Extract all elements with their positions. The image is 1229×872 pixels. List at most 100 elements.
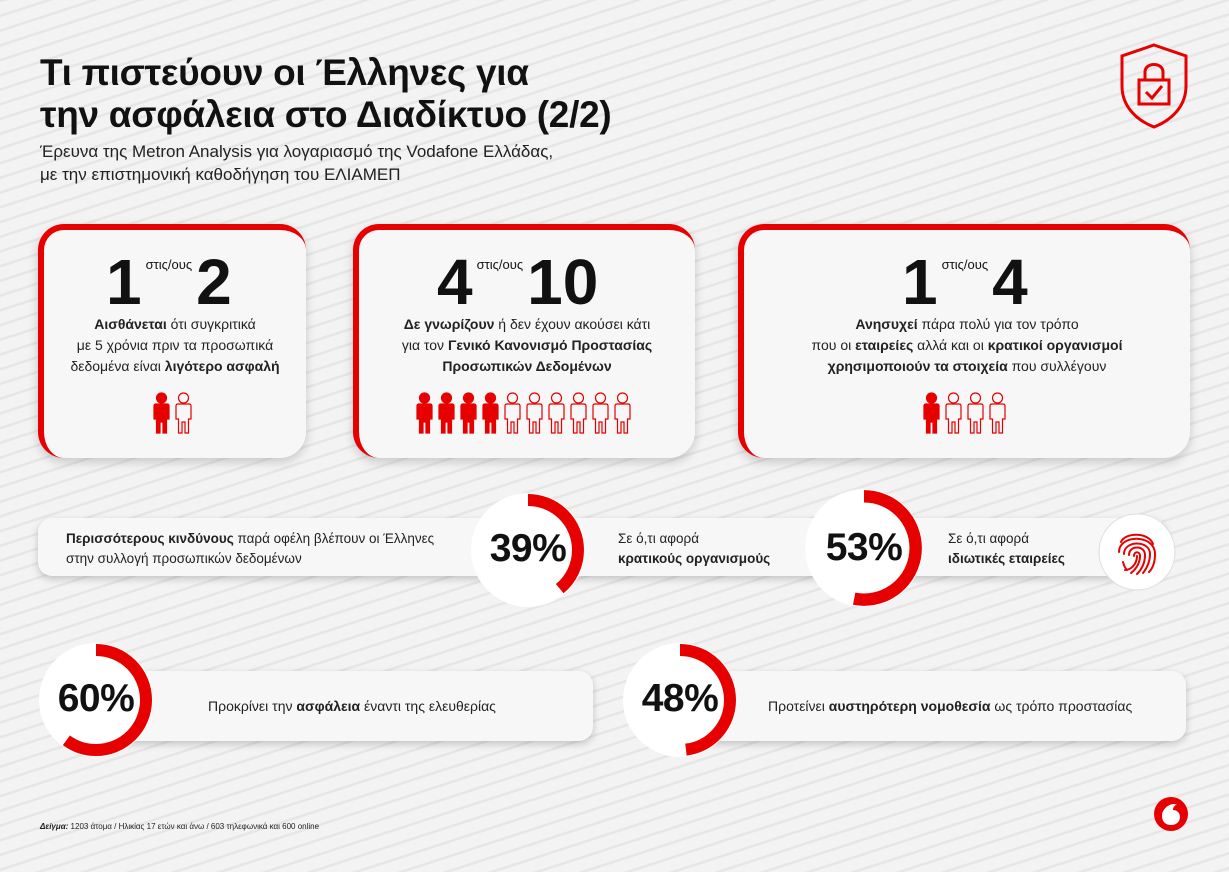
private-text: Σε ό,τι αφορά ιδιωτικές εταιρείες [948, 529, 1098, 569]
card-line-run: με 5 χρόνια πριν τα προσωπικά [76, 337, 274, 353]
shield-lock-icon [1120, 43, 1188, 129]
ratio-connector: στις/ους [941, 257, 989, 272]
security-percent: 60% [57, 677, 135, 720]
ratio-numerator: 1 [902, 246, 938, 318]
card-line: με 5 χρόνια πριν τα προσωπικά [44, 335, 306, 356]
card-line-run: ότι συγκριτικά [166, 316, 256, 332]
footer-sample: Δείγμα: 1203 άτομα / Ηλικίας 17 ετών και… [40, 822, 319, 831]
ratio-denominator: 10 [527, 246, 599, 318]
subtitle-line-1: Έρευνα της Metron Analysis για λογαριασμ… [40, 142, 554, 161]
people-icons [415, 392, 632, 434]
state-line2: κρατικούς οργανισμούς [618, 551, 771, 566]
ring-background [39, 643, 153, 757]
card-line-run: αλλά και οι [913, 337, 988, 353]
ring-background [805, 489, 923, 607]
person-filled-icon [482, 392, 499, 434]
state-ring [471, 493, 585, 607]
card-line-run: εταιρείες [855, 337, 914, 353]
ratio-connector: στις/ους [145, 257, 193, 272]
card-line-run: χρησιμοποιούν τα στοιχεία [827, 358, 1008, 374]
legislation-bold: αυστηρότερη νομοθεσία [828, 698, 991, 714]
ring-background [623, 643, 737, 757]
card-line-run: Ανησυχεί [855, 316, 918, 332]
legislation-post: ως τρόπο προστασίας [990, 698, 1133, 714]
page-subtitle: Έρευνα της Metron Analysis για λογαριασμ… [40, 140, 740, 186]
risk-lead-line2: στην συλλογή προσωπικών δεδομένων [66, 551, 302, 566]
security-post: έναντι της ελευθερίας [360, 698, 496, 714]
card-line: Προσωπικών Δεδομένων [359, 356, 695, 377]
card-line-run: που οι [811, 337, 856, 353]
card-line: χρησιμοποιούν τα στοιχεία που συλλέγουν [744, 356, 1190, 377]
security-pill [100, 671, 593, 741]
person-outline-icon [504, 392, 521, 434]
footer-label: Δείγμα: [40, 822, 69, 831]
security-text: Προκρίνει την ασφάλεια έναντι της ελευθε… [208, 696, 588, 716]
card-line: Δε γνωρίζουν ή δεν έχουν ακούσει κάτι [359, 314, 695, 335]
people-icons [922, 392, 1007, 434]
vodafone-logo-icon [1154, 797, 1188, 831]
legislation-percent: 48% [641, 677, 719, 720]
ring-background [471, 493, 585, 607]
person-filled-icon [923, 392, 940, 434]
card-description: Ανησυχεί πάρα πολύ για τον τρόπο που οι ε… [744, 314, 1190, 377]
title-line-2: την ασφάλεια στο Διαδίκτυο (2/2) [40, 94, 612, 135]
state-percent: 39% [489, 527, 567, 570]
ring-progress-arc [806, 490, 922, 606]
card-line-run: Δε γνωρίζουν [403, 316, 495, 332]
card-description: Αισθάνεται ότι συγκριτικά με 5 χρόνια πρι… [44, 314, 306, 377]
card-line-run: Προσωπικών Δεδομένων [442, 358, 612, 374]
title-line-1: Τι πιστεύουν οι Έλληνες για [40, 52, 529, 93]
ratio: 1 στις/ους 2 [106, 246, 232, 318]
stat-card-2: 4 στις/ους 10 Δε γνωρίζουν ή δεν έχουν α… [353, 224, 695, 458]
card-line: Αισθάνεται ότι συγκριτικά [44, 314, 306, 335]
ratio: 4 στις/ους 10 [437, 246, 599, 318]
person-filled-icon [153, 392, 170, 434]
stat-card-1: 1 στις/ους 2 Αισθάνεται ότι συγκριτικά με… [38, 224, 306, 458]
risk-lead-bold: Περισσότερους κινδύνους [66, 531, 234, 546]
person-outline-icon [967, 392, 984, 434]
card-line-run: λιγότερο ασφαλή [164, 358, 280, 374]
stat-card-3: 1 στις/ους 4 Ανησυχεί πάρα πολύ για τον … [738, 224, 1190, 458]
person-outline-icon [989, 392, 1006, 434]
ratio-numerator: 1 [106, 246, 142, 318]
fingerprint-icon [1098, 513, 1176, 591]
card-line: Ανησυχεί πάρα πολύ για τον τρόπο [744, 314, 1190, 335]
state-text: Σε ό,τι αφορά κρατικούς οργανισμούς [618, 529, 798, 569]
private-line2: ιδιωτικές εταιρείες [948, 551, 1065, 566]
person-outline-icon [592, 392, 609, 434]
card-line-run: Αισθάνεται [94, 316, 167, 332]
footer-text: 1203 άτομα / Ηλικίας 17 ετών και άνω / 6… [68, 822, 320, 831]
ring-progress-arc [472, 494, 584, 606]
ratio-denominator: 2 [196, 246, 232, 318]
risk-lead-text: Περισσότερους κινδύνους παρά οφέλη βλέπο… [66, 529, 466, 569]
private-percent: 53% [825, 526, 903, 569]
person-filled-icon [460, 392, 477, 434]
card-line-run: ή δεν έχουν ακούσει κάτι [494, 316, 651, 332]
card-description: Δε γνωρίζουν ή δεν έχουν ακούσει κάτι για… [359, 314, 695, 377]
subtitle-line-2: με την επιστημονική καθοδήγηση του ΕΛΙΑΜ… [40, 165, 401, 184]
card-line-run: δεδομένα είναι [70, 358, 165, 374]
card-line-run: πάρα πολύ για τον τρόπο [917, 316, 1079, 332]
legislation-ring [623, 643, 737, 757]
private-ring [805, 489, 923, 607]
person-outline-icon [570, 392, 587, 434]
page-title: Τι πιστεύουν οι Έλληνες για την ασφάλεια… [40, 52, 740, 136]
ring-progress-arc [40, 644, 152, 756]
ratio: 1 στις/ους 4 [902, 246, 1028, 318]
legislation-pill [686, 671, 1186, 741]
person-outline-icon [945, 392, 962, 434]
person-outline-icon [614, 392, 631, 434]
ratio-connector: στις/ους [476, 257, 524, 272]
legislation-text: Προτείνει αυστηρότερη νομοθεσία ως τρόπο… [768, 696, 1178, 716]
security-bold: ασφάλεια [296, 698, 361, 714]
card-line: για τον Γενικό Κανονισμό Προστασίας [359, 335, 695, 356]
card-line: που οι εταιρείες αλλά και οι κρατικοί ορ… [744, 335, 1190, 356]
card-line-run: κρατικοί οργανισμοί [987, 337, 1123, 353]
security-ring [39, 643, 153, 757]
card-line-run: που συλλέγουν [1007, 358, 1107, 374]
person-filled-icon [438, 392, 455, 434]
ratio-denominator: 4 [992, 246, 1028, 318]
risk-lead-rest: παρά οφέλη βλέπουν οι Έλληνες [233, 531, 435, 546]
risk-pill [38, 518, 1166, 576]
state-line1: Σε ό,τι αφορά [618, 531, 700, 546]
